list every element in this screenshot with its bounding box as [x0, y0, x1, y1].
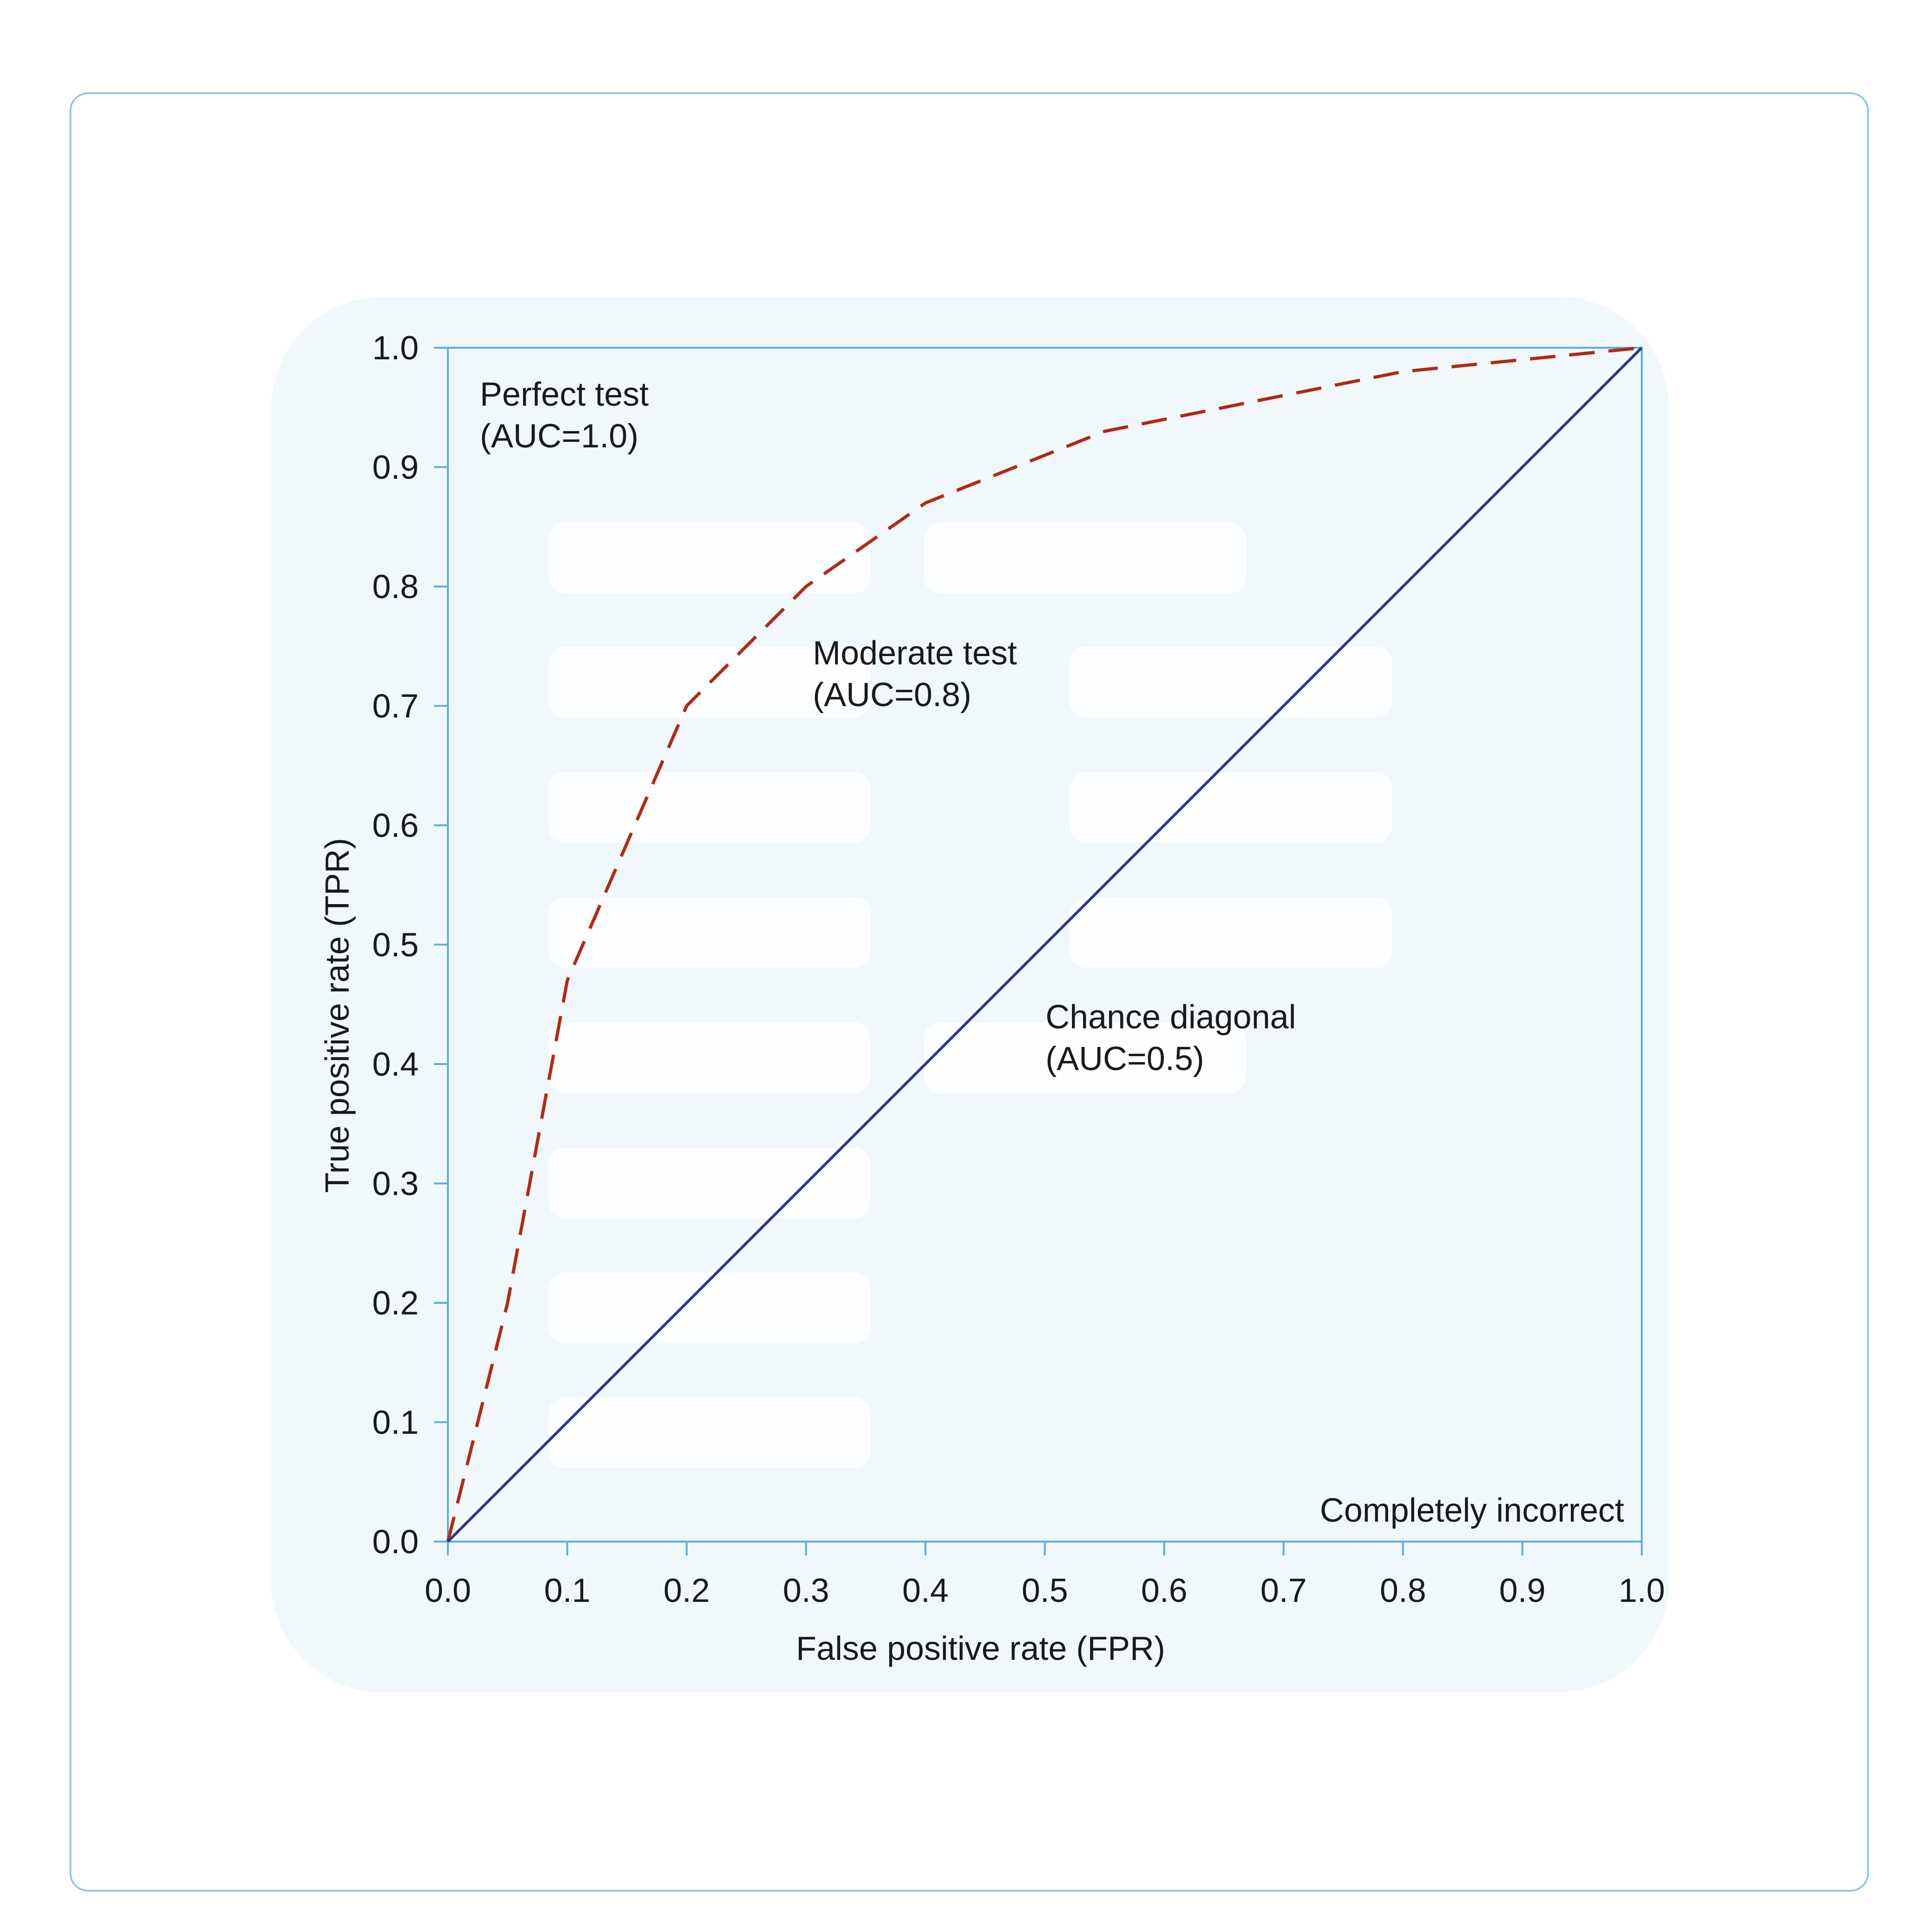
annotation-line: (AUC=1.0): [480, 418, 638, 455]
y-tick-label: 1.0: [372, 330, 419, 367]
x-tick-label: 0.9: [1499, 1572, 1545, 1609]
y-tick-label: 0.6: [372, 807, 419, 844]
x-tick-label: 0.7: [1260, 1572, 1307, 1609]
x-tick-label: 0.8: [1380, 1572, 1426, 1609]
placeholder-bar: [548, 1273, 871, 1343]
placeholder-bar: [1070, 647, 1392, 717]
y-axis-ticks: 0.0 0.1 0.2 0.3 0.4 0.5 0.6 0.7 0.8 0.9 1.0: [372, 330, 448, 1561]
y-tick-label: 0.5: [372, 927, 419, 964]
placeholder-bar: [548, 897, 871, 968]
placeholder-bar: [924, 1022, 1246, 1093]
y-tick-label: 0.4: [372, 1046, 419, 1083]
y-axis-title: True positive rate (TPR): [319, 838, 356, 1193]
annotation-completely-incorrect: Completely incorrect: [1320, 1492, 1624, 1529]
x-tick-label: 0.1: [544, 1572, 590, 1609]
annotation-perfect-test: Perfect test (AUC=1.0): [480, 376, 658, 455]
annotation-line: Chance diagonal: [1046, 999, 1296, 1036]
y-tick-label: 0.7: [372, 688, 419, 725]
annotation-moderate-test: Moderate test (AUC=0.8): [813, 635, 1026, 714]
placeholder-bar: [1070, 772, 1392, 842]
x-axis-title: False positive rate (FPR): [796, 1630, 1165, 1667]
y-tick-label: 0.3: [372, 1166, 419, 1203]
series-line-solid: [446, 346, 1643, 1543]
y-tick-label: 0.0: [372, 1524, 419, 1561]
placeholder-bar: [548, 1022, 871, 1093]
y-tick-label: 0.9: [372, 449, 419, 486]
annotation-line: (AUC=0.5): [1046, 1040, 1204, 1078]
series-group: [446, 346, 1643, 1543]
placeholder-bar: [548, 523, 871, 593]
annotation-line: Perfect test: [480, 376, 649, 413]
x-tick-label: 0.0: [425, 1572, 471, 1609]
series-line-dashed: [446, 346, 1642, 1542]
y-tick-label: 0.8: [372, 568, 419, 606]
x-tick-label: 0.5: [1021, 1572, 1068, 1609]
x-tick-label: 1.0: [1619, 1572, 1665, 1609]
annotation-line: (AUC=0.8): [813, 676, 971, 714]
x-tick-label: 0.6: [1141, 1572, 1187, 1609]
chart-panel: [271, 297, 1669, 1692]
x-tick-label: 0.3: [783, 1572, 829, 1609]
y-tick-label: 0.1: [372, 1404, 419, 1441]
annotation-line: Moderate test: [813, 635, 1017, 672]
placeholder-bar: [548, 1148, 871, 1218]
x-tick-label: 0.4: [902, 1572, 949, 1609]
y-tick-label: 0.2: [372, 1285, 419, 1322]
placeholder-bar: [548, 1398, 871, 1468]
x-axis-ticks: 0.0 0.1 0.2 0.3 0.4 0.5 0.6 0.7 0.8 0.9 1.0: [425, 1542, 1665, 1609]
x-tick-label: 0.2: [663, 1572, 710, 1609]
placeholder-bar: [924, 523, 1246, 593]
placeholder-bar: [1070, 897, 1392, 968]
placeholder-bars: [548, 523, 1392, 1468]
annotation-chance-diagonal: Chance diagonal (AUC=0.5): [1046, 999, 1305, 1078]
placeholder-bar: [548, 772, 871, 842]
